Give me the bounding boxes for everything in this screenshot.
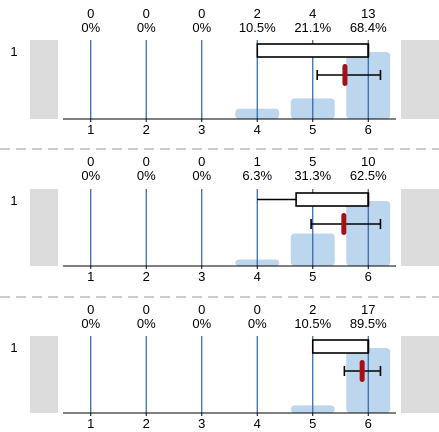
percent-label: 0%	[81, 168, 100, 183]
x-tick-label: 2	[143, 122, 150, 137]
percent-label: 68.4%	[350, 20, 387, 35]
x-tick-label: 3	[198, 416, 205, 431]
count-label: 4	[309, 6, 316, 21]
right-side-block	[401, 336, 439, 413]
percent-label: 0%	[137, 20, 156, 35]
x-tick-label: 4	[254, 416, 261, 431]
left-side-block	[30, 40, 58, 119]
percent-label: 6.3%	[242, 168, 272, 183]
row-label: 1	[10, 193, 17, 208]
percent-label: 0%	[192, 168, 211, 183]
x-tick-label: 6	[365, 416, 372, 431]
count-label: 1	[254, 154, 261, 169]
x-tick-label: 2	[143, 416, 150, 431]
percent-label: 21.1%	[294, 20, 331, 35]
percent-label: 0%	[248, 316, 267, 331]
mean-marker	[341, 213, 347, 235]
count-label: 0	[87, 302, 94, 317]
percent-label: 0%	[192, 316, 211, 331]
count-label: 5	[309, 154, 316, 169]
x-tick-label: 3	[198, 122, 205, 137]
x-tick-label: 5	[309, 416, 316, 431]
x-tick-label: 4	[254, 269, 261, 284]
percent-label: 89.5%	[350, 316, 387, 331]
count-label: 0	[87, 154, 94, 169]
x-tick-label: 5	[309, 269, 316, 284]
x-tick-label: 6	[365, 269, 372, 284]
percent-label: 10.5%	[239, 20, 276, 35]
count-label: 0	[87, 6, 94, 21]
count-label: 10	[361, 154, 375, 169]
x-tick-label: 2	[143, 269, 150, 284]
x-tick-label: 1	[87, 269, 94, 284]
mean-marker	[359, 360, 365, 382]
count-label: 2	[309, 302, 316, 317]
percent-label: 0%	[192, 20, 211, 35]
count-label: 13	[361, 6, 375, 21]
box-iqr	[295, 192, 370, 207]
count-label: 0	[198, 6, 205, 21]
row-label: 1	[10, 44, 17, 59]
mean-marker	[342, 64, 348, 86]
count-label: 0	[198, 154, 205, 169]
count-label: 0	[254, 302, 261, 317]
box-iqr	[256, 43, 370, 58]
percent-label: 0%	[81, 20, 100, 35]
left-side-block	[30, 189, 58, 266]
count-label: 0	[143, 6, 150, 21]
x-tick-label: 1	[87, 416, 94, 431]
left-side-block	[30, 336, 58, 413]
x-tick-label: 3	[198, 269, 205, 284]
count-label: 0	[198, 302, 205, 317]
count-label: 0	[143, 154, 150, 169]
box-iqr	[311, 339, 370, 354]
row-label: 1	[10, 340, 17, 355]
right-side-block	[401, 40, 439, 119]
count-label: 2	[254, 6, 261, 21]
x-tick-label: 4	[254, 122, 261, 137]
x-tick-label: 6	[365, 122, 372, 137]
right-side-block	[401, 189, 439, 266]
percent-label: 0%	[137, 316, 156, 331]
percent-label: 0%	[81, 316, 100, 331]
x-tick-label: 5	[309, 122, 316, 137]
percent-label: 0%	[137, 168, 156, 183]
percent-label: 62.5%	[350, 168, 387, 183]
count-label: 17	[361, 302, 375, 317]
percent-label: 31.3%	[294, 168, 331, 183]
percent-label: 10.5%	[294, 316, 331, 331]
x-tick-label: 1	[87, 122, 94, 137]
count-label: 0	[143, 302, 150, 317]
